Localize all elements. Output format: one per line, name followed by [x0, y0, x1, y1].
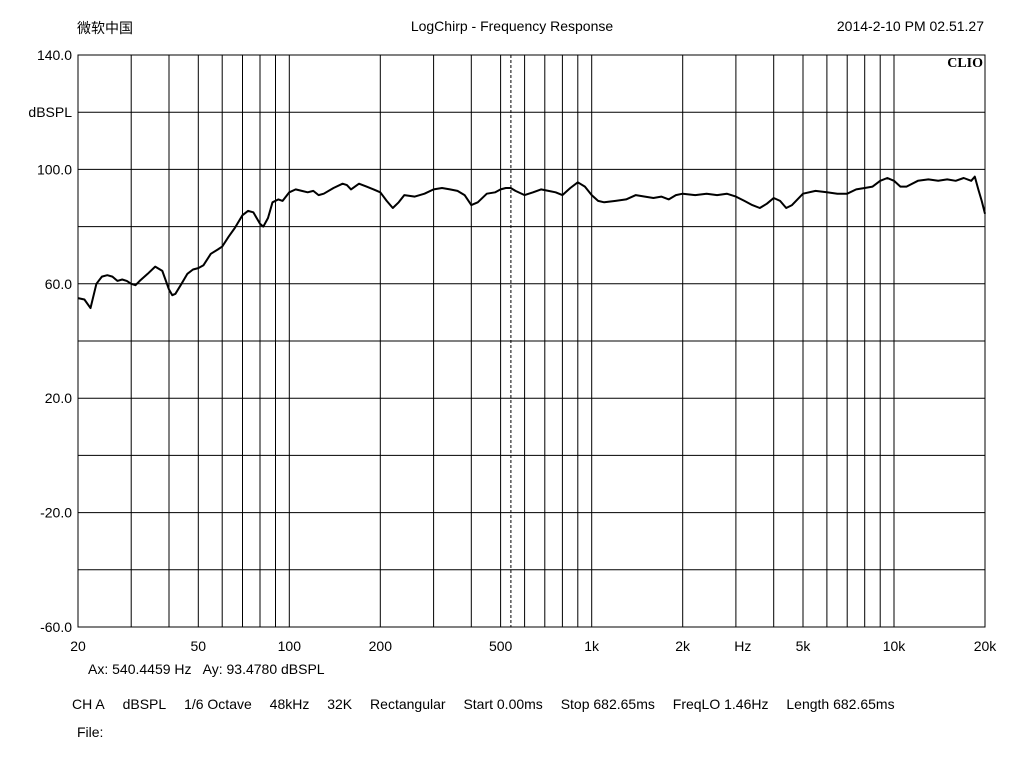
plot-frame — [77, 54, 986, 628]
setting-smoothing: 1/6 Octave — [184, 696, 252, 712]
setting-start: Start 0.00ms — [463, 696, 543, 712]
y-tick-label: -60.0 — [40, 619, 72, 635]
setting-length: Length 682.65ms — [786, 696, 895, 712]
x-tick-label: 50 — [191, 638, 207, 654]
x-axis-label: Hz — [734, 638, 751, 654]
x-tick-label: 20k — [974, 638, 998, 654]
cursor-readout: Ax: 540.4459 Hz Ay: 93.4780 dBSPL — [88, 661, 333, 677]
x-tick-label: 100 — [278, 638, 302, 654]
x-tick-label: 10k — [883, 638, 907, 654]
setting-window: Rectangular — [370, 696, 446, 712]
clio-logo: CLIO — [947, 56, 983, 71]
y-tick-label: 60.0 — [45, 276, 72, 292]
x-tick-label: 500 — [489, 638, 513, 654]
grid-lines — [78, 55, 985, 627]
y-tick-label: 140.0 — [37, 47, 72, 63]
y-tick-label: -20.0 — [40, 505, 72, 521]
y-tick-label: 100.0 — [37, 161, 72, 177]
setting-unit: dBSPL — [122, 696, 167, 712]
cursor-ay: Ay: 93.4780 dBSPL — [202, 661, 325, 677]
setting-freqlo: FreqLO 1.46Hz — [672, 696, 769, 712]
x-tick-label: 200 — [369, 638, 393, 654]
chart-title: LogChirp - Frequency Response — [410, 18, 614, 34]
x-tick-label: 20 — [70, 638, 86, 654]
measurement-settings: CH A dBSPL 1/6 Octave 48kHz 32K Rectangu… — [72, 696, 909, 712]
x-axis-ticks: 20 50 100 200 500 1k 2k 5k 10k 20k Hz — [70, 638, 997, 654]
cursor-ax: Ax: 540.4459 Hz — [88, 661, 192, 677]
x-tick-label: 5k — [796, 638, 812, 654]
x-tick-label: 1k — [584, 638, 600, 654]
file-label: File: — [77, 724, 104, 740]
y-axis-label: dBSPL — [28, 104, 72, 120]
setting-channel: CH A — [72, 696, 105, 712]
setting-stop: Stop 682.65ms — [560, 696, 655, 712]
series-line-response — [77, 175, 986, 310]
y-axis-ticks: 140.0 100.0 60.0 20.0 -20.0 -60.0 — [37, 47, 72, 635]
header-left-label: 微软中国 — [77, 20, 133, 36]
timestamp: 2014-2-10 PM 02.51.27 — [836, 18, 984, 34]
setting-fft-size: 32K — [327, 696, 353, 712]
setting-sample-rate: 48kHz — [269, 696, 310, 712]
x-tick-label: 2k — [675, 638, 691, 654]
y-tick-label: 20.0 — [45, 390, 72, 406]
frequency-response-chart: 140.0 100.0 60.0 20.0 -20.0 -60.0 20 50 100 200 5… — [28, 47, 997, 654]
